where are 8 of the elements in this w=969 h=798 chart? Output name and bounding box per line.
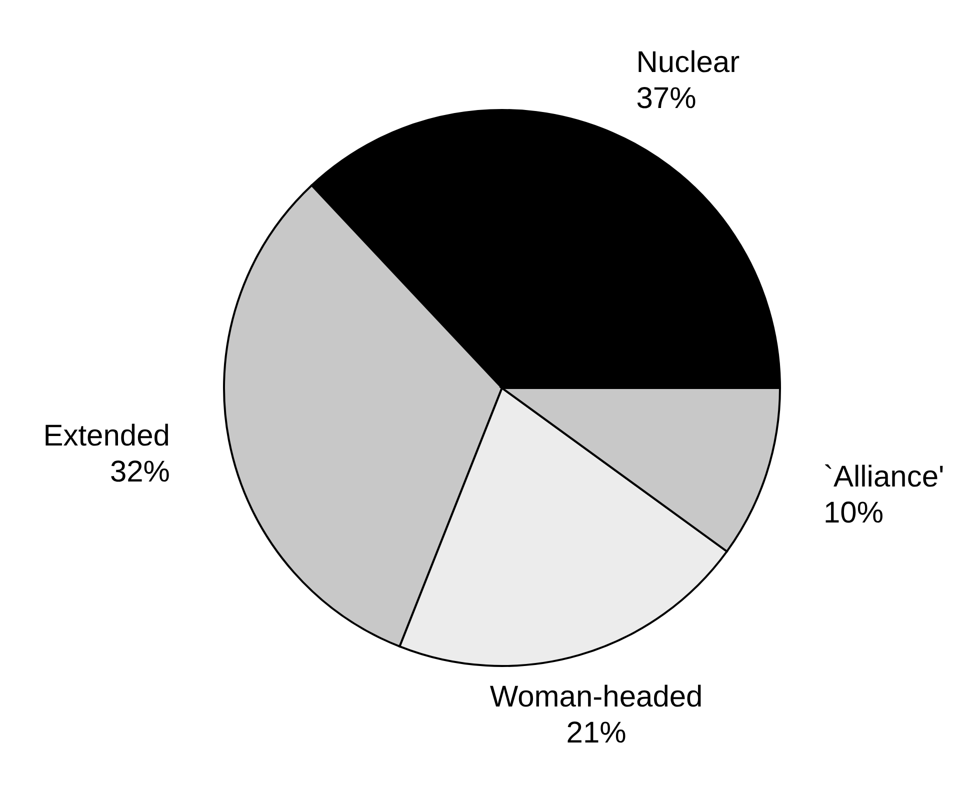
data-label: 32%	[110, 455, 170, 488]
slice-label: Nuclear	[636, 46, 740, 79]
data-label: 37%	[636, 82, 696, 115]
data-label: 10%	[823, 496, 884, 530]
slice-label: Woman-headed	[490, 680, 703, 714]
data-label: 21%	[566, 716, 626, 750]
slice-label: `Alliance'	[823, 460, 944, 494]
slice-label: Extended	[43, 419, 170, 452]
